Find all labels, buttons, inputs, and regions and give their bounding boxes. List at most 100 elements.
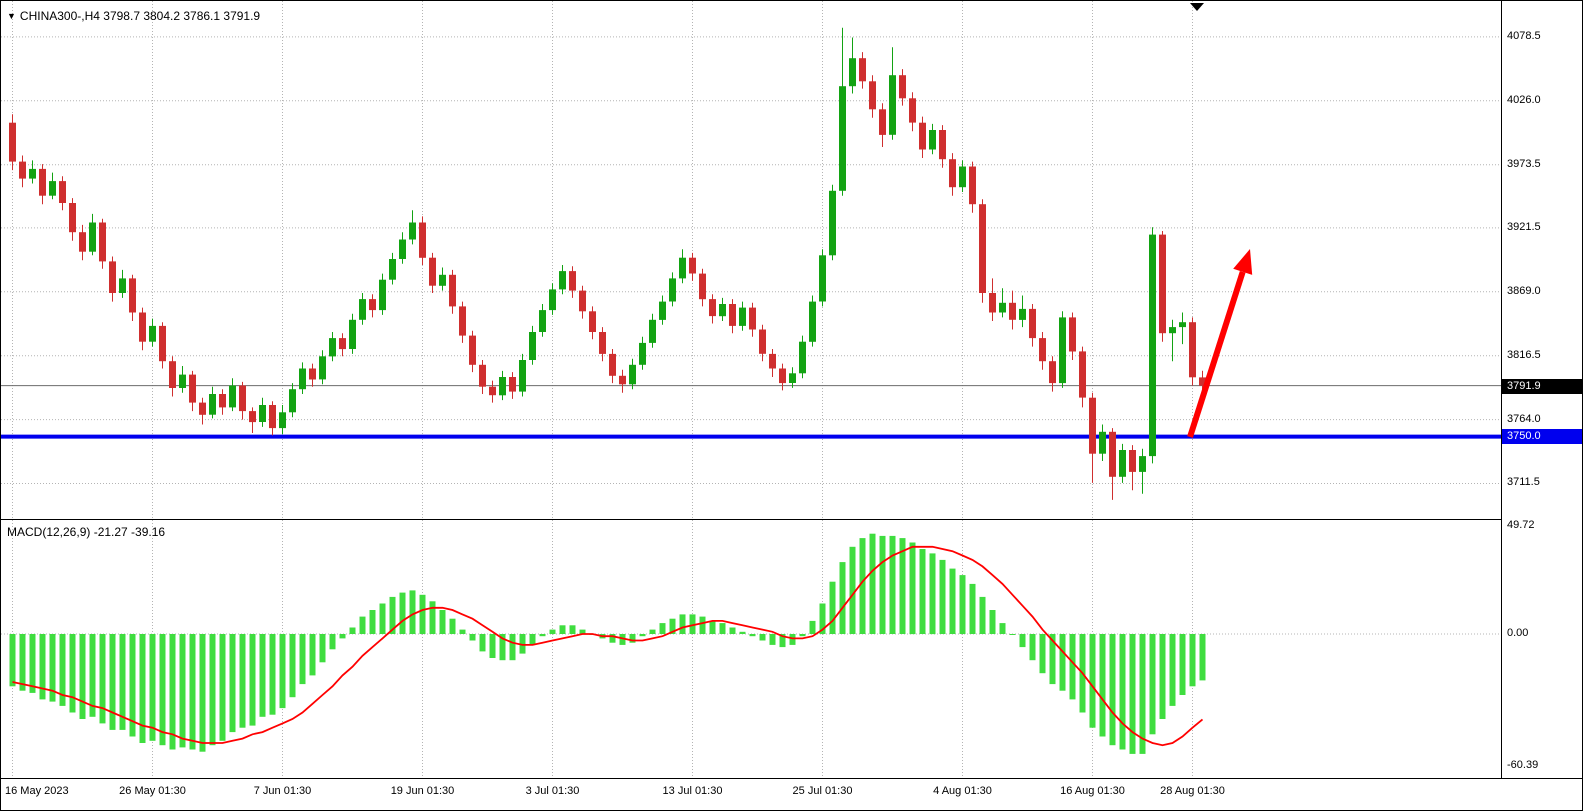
macd-bar xyxy=(799,634,806,637)
candle xyxy=(159,325,166,362)
trend-arrow[interactable] xyxy=(1187,249,1253,438)
macd-bar xyxy=(369,610,376,634)
candlesticks[interactable] xyxy=(9,27,1206,500)
macd-bar xyxy=(669,618,676,634)
candle xyxy=(99,222,106,262)
macd-bar xyxy=(909,542,916,635)
candle xyxy=(1099,431,1106,454)
price-axis-tick: 4078.5 xyxy=(1507,30,1541,42)
candle xyxy=(179,374,186,388)
candle xyxy=(249,411,256,423)
candle xyxy=(639,342,646,365)
candle xyxy=(869,81,876,110)
candle xyxy=(579,290,586,312)
macd-bar xyxy=(259,634,266,717)
candle xyxy=(839,86,846,191)
candle xyxy=(969,166,976,205)
candle xyxy=(399,239,406,259)
time-axis-tick: 26 May 01:30 xyxy=(119,785,186,797)
time-axis-tick: 19 Jun 01:30 xyxy=(390,785,455,797)
candle xyxy=(149,325,156,342)
price-axis[interactable]: 3791.9 3750.0 4078.5 4026.0 3973.5 3921.5 38… xyxy=(1502,1,1582,778)
macd-bar xyxy=(969,583,976,634)
macd-bar xyxy=(579,629,586,634)
time-axis[interactable]: 16 May 2023 26 May 01:30 7 Jun 01:30 19 Jun… xyxy=(1,779,1582,810)
candle xyxy=(959,166,966,188)
candle xyxy=(1069,317,1076,352)
macd-bar xyxy=(339,634,346,639)
macd-bar xyxy=(1139,634,1146,754)
price-axis-tick: 3973.5 xyxy=(1507,158,1541,170)
macd-bar xyxy=(809,620,816,634)
candle xyxy=(409,222,416,240)
macd-bar xyxy=(79,634,86,719)
candle xyxy=(539,310,546,332)
candle xyxy=(1179,322,1186,328)
macd-bar xyxy=(939,559,946,634)
macd-bar xyxy=(529,634,536,645)
macd-bar xyxy=(249,634,256,726)
macd-bar xyxy=(1059,634,1066,691)
macd-pane[interactable]: MACD(12,26,9) -21.27 -39.16 xyxy=(1,520,1502,778)
candle xyxy=(209,394,216,415)
candle xyxy=(789,373,796,383)
macd-bar xyxy=(459,629,466,634)
macd-bar xyxy=(769,634,776,645)
macd-bar xyxy=(959,575,966,634)
macd-bar xyxy=(569,625,576,634)
candle xyxy=(419,222,426,258)
time-axis-tick: 13 Jul 01:30 xyxy=(662,785,723,797)
candle xyxy=(619,375,626,385)
candle xyxy=(919,122,926,150)
macd-bar xyxy=(49,634,56,702)
price-pane[interactable]: ▼ CHINA300-,H4 3798.7 3804.2 3786.1 3791.… xyxy=(1,1,1502,519)
candle xyxy=(1089,397,1096,454)
macd-bar xyxy=(499,634,506,661)
macd-bar xyxy=(749,634,756,637)
shift-marker-icon[interactable] xyxy=(1190,3,1204,11)
price-chart[interactable] xyxy=(1,1,1501,519)
macd-bar xyxy=(919,549,926,634)
macd-bar xyxy=(479,634,486,652)
pane-separator[interactable] xyxy=(1,519,1582,520)
candle xyxy=(879,109,886,135)
candle xyxy=(759,329,766,354)
macd-bar xyxy=(1049,634,1056,685)
macd-bar xyxy=(139,634,146,743)
candle xyxy=(549,289,556,311)
macd-bar xyxy=(269,634,276,715)
macd-bar xyxy=(159,634,166,746)
candle xyxy=(769,353,776,369)
macd-bar xyxy=(1129,634,1136,754)
candle xyxy=(1019,308,1026,320)
macd-bar xyxy=(1169,634,1176,706)
symbol-marker-icon: ▼ xyxy=(7,11,16,21)
candle xyxy=(289,389,296,413)
macd-bar xyxy=(129,634,136,737)
macd-bar xyxy=(839,562,846,634)
macd-bar xyxy=(1189,634,1196,687)
macd-bar xyxy=(429,601,436,634)
macd-bar xyxy=(239,634,246,728)
candle xyxy=(489,386,496,396)
macd-chart[interactable] xyxy=(1,520,1501,777)
macd-bar xyxy=(899,538,906,634)
candle xyxy=(369,299,376,311)
macd-bar xyxy=(389,596,396,634)
candle xyxy=(1159,234,1166,334)
support-price-badge: 3750.0 xyxy=(1502,429,1582,444)
candle xyxy=(1189,322,1196,378)
macd-bar xyxy=(1019,634,1026,648)
candle xyxy=(299,368,306,390)
macd-bar xyxy=(359,616,366,634)
macd-bar xyxy=(279,634,286,709)
macd-axis-tick: -60.39 xyxy=(1507,759,1539,771)
candle xyxy=(709,299,716,317)
candle xyxy=(79,232,86,252)
macd-histogram xyxy=(9,533,1206,754)
macd-bar xyxy=(869,533,876,634)
candle xyxy=(319,356,326,380)
macd-bar xyxy=(449,618,456,634)
candle xyxy=(749,307,756,330)
